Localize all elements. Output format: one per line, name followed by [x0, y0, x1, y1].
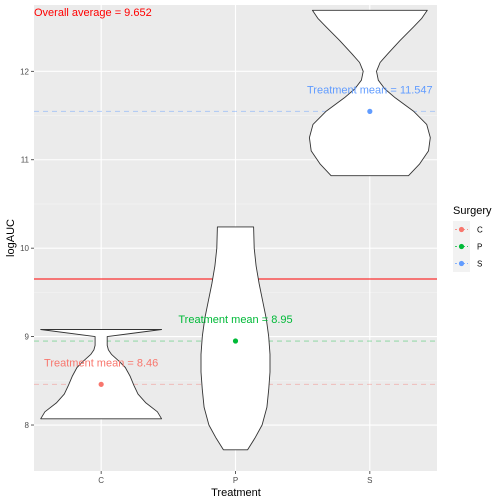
mean-point-c [98, 381, 104, 387]
y-axis-title: logAUC [5, 219, 17, 257]
treatment-mean-label-c: Treatment mean = 8.46 [44, 357, 158, 369]
legend-label-p: P [477, 243, 482, 252]
mean-point-p [232, 338, 239, 344]
treatment-mean-label-p: Treatment mean = 8.95 [178, 314, 292, 326]
violin-s [308, 9, 431, 177]
x-axis-title: Treatment [211, 487, 261, 499]
legend-key-point [458, 243, 465, 250]
x-tick-label: C [98, 476, 104, 485]
mean-point-s [367, 108, 373, 114]
y-tick-label: 8 [25, 421, 30, 430]
y-tick-label: 9 [25, 333, 30, 342]
legend: Surgery CPS [453, 205, 492, 272]
violin-c [40, 329, 163, 420]
y-tick-label: 10 [20, 244, 29, 253]
x-tick-label: P [233, 476, 238, 485]
y-axis: 8 9 10 11 12 [20, 67, 34, 430]
annotations: Overall average = 9.652 Treatment mean = … [34, 7, 433, 369]
x-tick-label: S [367, 476, 372, 485]
legend-label-s: S [477, 260, 482, 269]
y-tick-label: 11 [21, 156, 30, 165]
y-tick-label: 12 [20, 67, 29, 76]
mean-points [98, 108, 373, 387]
violin-p [200, 226, 271, 451]
overall-average-label: Overall average = 9.652 [34, 7, 152, 19]
treatment-mean-label-s: Treatment mean = 11.547 [307, 84, 433, 96]
legend-title: Surgery [453, 205, 492, 217]
violins [40, 9, 431, 451]
legend-label-c: C [477, 226, 483, 235]
legend-key-point [458, 226, 465, 233]
legend-key-point [458, 260, 465, 267]
